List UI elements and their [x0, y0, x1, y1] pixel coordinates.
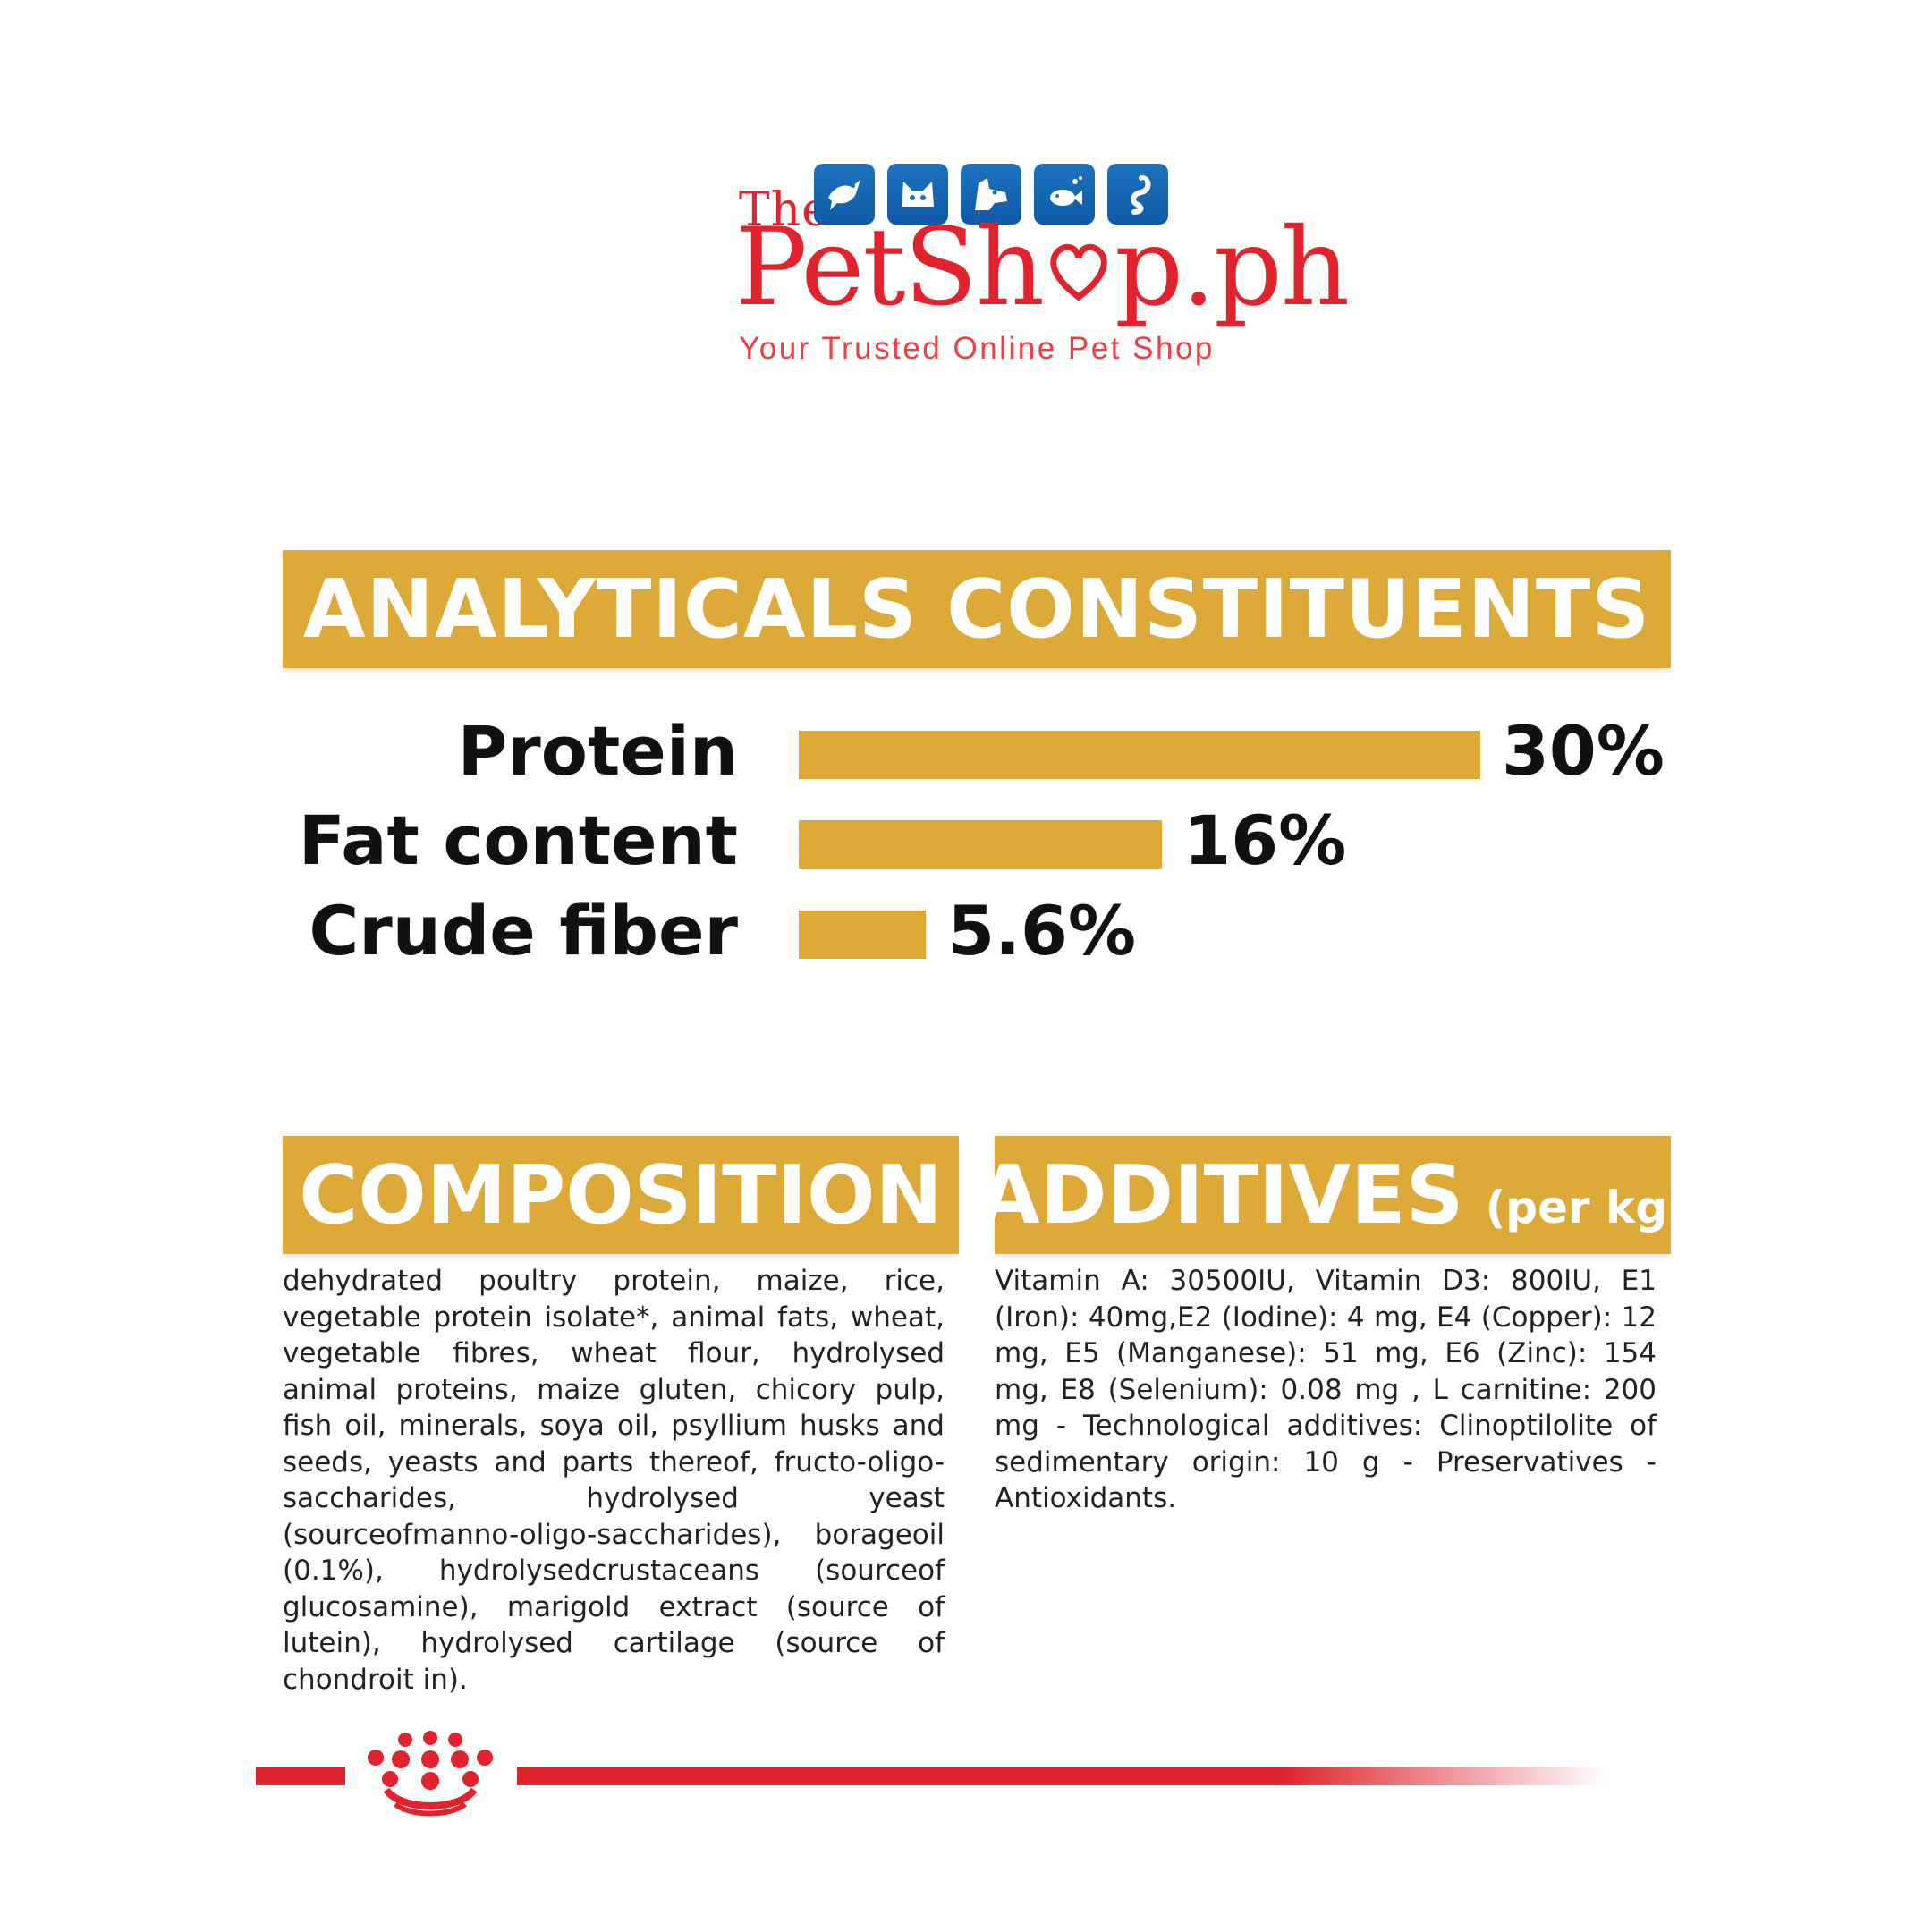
composition-title: COMPOSITION	[299, 1148, 943, 1242]
footer-red-line-right	[517, 1767, 1608, 1785]
composition-text: dehydrated poultry protein, maize, rice,…	[283, 1265, 945, 1696]
analytical-constituents-banner: ANALYTICALS CONSTITUENTS	[283, 550, 1671, 668]
composition-banner: COMPOSITION	[283, 1136, 959, 1254]
nutrient-row-fat: Fat content 16%	[0, 801, 1932, 881]
nutrient-bar	[799, 820, 1163, 869]
nutrient-label: Protein	[457, 711, 738, 791]
logo-brand-part2: p.ph	[1114, 206, 1350, 330]
crown-logo-icon	[368, 1731, 493, 1817]
nutrient-bar	[799, 911, 927, 959]
shop-logo: The PetSh p.ph Your Trusted Online Pet Sh…	[0, 0, 1932, 394]
nutrient-label: Crude fiber	[309, 891, 738, 970]
heart-icon	[1050, 243, 1107, 301]
additives-banner: ADDITIVES (per kg)	[978, 1136, 1688, 1254]
fish-icon	[1034, 164, 1095, 225]
additives-title: ADDITIVES	[978, 1148, 1464, 1242]
logo-brand-part1: PetSh	[735, 206, 1045, 330]
footer-red-line-left	[256, 1767, 345, 1785]
analytical-title: ANALYTICALS CONSTITUENTS	[302, 562, 1651, 657]
snake-icon	[1107, 164, 1168, 225]
nutrient-row-fiber: Crude fiber 5.6%	[0, 891, 1932, 971]
additives-text: Vitamin A: 30500IU, Vitamin D3: 800IU, E…	[995, 1265, 1657, 1514]
nutrient-label: Fat content	[298, 801, 738, 880]
nutrient-value: 16%	[1183, 801, 1347, 880]
nutrient-row-protein: Protein 30%	[0, 711, 1932, 792]
nutrient-bar	[799, 731, 1480, 779]
logo-tagline: Your Trusted Online Pet Shop	[739, 331, 1215, 366]
dog-icon	[961, 164, 1021, 225]
nutrient-value: 30%	[1502, 711, 1665, 791]
logo-pet-icons	[814, 164, 1168, 226]
logo-brand-name: PetSh p.ph	[735, 215, 1350, 322]
bird-icon	[814, 164, 875, 225]
cat-icon	[887, 164, 948, 225]
nutrient-value: 5.6%	[947, 891, 1137, 970]
additives-title-suffix: (per kg)	[1485, 1182, 1688, 1233]
